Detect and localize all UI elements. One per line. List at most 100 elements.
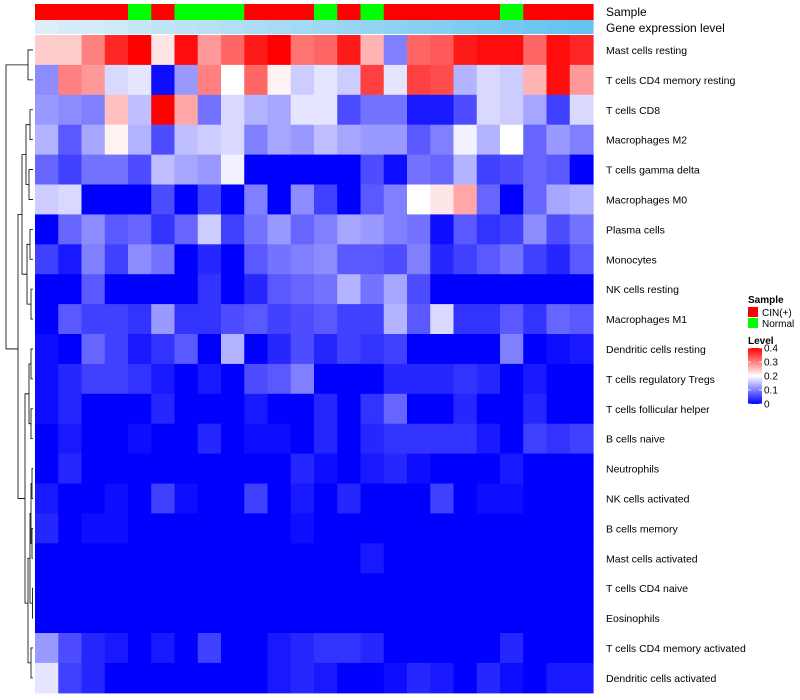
heatmap-cell (523, 35, 548, 66)
heatmap-cell (430, 334, 455, 365)
expression-level-annotation-cell (267, 20, 292, 34)
heatmap-cell (337, 423, 362, 455)
heatmap-cell (174, 94, 199, 126)
heatmap-cell (407, 214, 431, 245)
heatmap-cell (244, 94, 269, 126)
heatmap-cell (244, 453, 269, 485)
heatmap-cell (267, 483, 292, 514)
heatmap-cell (35, 214, 59, 245)
heatmap-cell (197, 423, 222, 455)
heatmap-cell (197, 214, 222, 245)
heatmap-cell (569, 35, 594, 66)
heatmap-cell (523, 513, 548, 544)
heatmap-cell (104, 334, 129, 365)
heatmap-cell (430, 124, 455, 156)
heatmap-cell (476, 423, 501, 455)
heatmap-cell (104, 363, 129, 395)
heatmap-cell (290, 633, 315, 664)
heatmap-cell (546, 154, 571, 186)
heatmap-cell (174, 483, 199, 514)
heatmap-cell (58, 423, 83, 455)
heatmap-cell (407, 393, 431, 425)
heatmap-cell (174, 393, 199, 425)
heatmap-cell (360, 453, 385, 485)
heatmap-cell (569, 214, 594, 245)
heatmap-cell (407, 513, 431, 544)
heatmap-cell (383, 363, 408, 395)
heatmap-cell (58, 363, 83, 395)
heatmap-cell (174, 124, 199, 156)
heatmap-cell (267, 363, 292, 395)
heatmap-cell (360, 214, 385, 245)
row-label: T cells gamma delta (606, 165, 700, 177)
dendrogram-branch (30, 348, 33, 380)
heatmap-cell (360, 633, 385, 664)
expression-level-annotation-cell (337, 20, 362, 34)
heatmap-cell (174, 184, 199, 215)
heatmap-cell (104, 64, 129, 96)
heatmap-cell (383, 423, 408, 455)
legend-level-tick-label: 0 (764, 400, 770, 411)
heatmap-cell (360, 363, 385, 395)
heatmap-cell (314, 124, 338, 156)
row-dendrogram (5, 49, 33, 679)
heatmap-cell (430, 393, 455, 425)
heatmap-cell (174, 304, 199, 335)
heatmap-cell (128, 124, 152, 156)
legend-level-tick-label: 0.3 (764, 358, 778, 369)
heatmap-cell (523, 244, 548, 275)
heatmap-cell (383, 393, 408, 425)
heatmap-cell (337, 304, 362, 335)
heatmap-cell (174, 633, 199, 664)
heatmap-cell (476, 513, 501, 544)
heatmap-cell (546, 662, 571, 694)
heatmap-cell (244, 662, 269, 694)
expression-level-annotation-cell (430, 20, 455, 34)
heatmap-cell (430, 304, 455, 335)
heatmap-cell (174, 154, 199, 186)
row-label: B cells memory (606, 523, 679, 535)
heatmap-cell (35, 603, 59, 634)
row-label: NK cells resting (606, 284, 679, 296)
heatmap-cell (407, 662, 431, 694)
heatmap-cell (174, 363, 199, 395)
heatmap-cell (314, 154, 338, 186)
heatmap-cell (476, 573, 501, 604)
heatmap-cell (546, 334, 571, 365)
heatmap-cell (337, 573, 362, 604)
heatmap-cell (128, 274, 152, 305)
sample-annotation-cell (58, 4, 83, 20)
heatmap-cell (383, 633, 408, 664)
heatmap-cell (151, 35, 176, 66)
expression-level-annotation-cell (314, 20, 338, 34)
heatmap-cell (523, 603, 548, 634)
heatmap-cell (337, 124, 362, 156)
heatmap-cell (244, 184, 269, 215)
heatmap-cell (500, 363, 524, 395)
heatmap-cells (35, 35, 594, 694)
heatmap-cell (174, 543, 199, 574)
heatmap-cell (337, 393, 362, 425)
expression-level-annotation-cell (500, 20, 524, 34)
dendrogram-branch (30, 408, 33, 440)
heatmap-cell (476, 214, 501, 245)
heatmap-cell (267, 304, 292, 335)
row-label: Neutrophils (606, 464, 659, 476)
heatmap-cell (197, 35, 222, 66)
heatmap-cell (221, 274, 245, 305)
heatmap-cell (128, 363, 152, 395)
heatmap-cell (81, 334, 106, 365)
heatmap-cell (267, 393, 292, 425)
heatmap-cell (569, 423, 594, 455)
heatmap-cell (221, 64, 245, 96)
heatmap-cell (81, 633, 106, 664)
heatmap-cell (267, 274, 292, 305)
heatmap-cell (151, 662, 176, 694)
sample-annotation-cell (267, 4, 292, 20)
legend-sample-swatch (748, 318, 758, 328)
heatmap-cell (244, 393, 269, 425)
heatmap-cell (151, 483, 176, 514)
heatmap-cell (453, 423, 478, 455)
heatmap-cell (174, 513, 199, 544)
heatmap-cell (546, 244, 571, 275)
